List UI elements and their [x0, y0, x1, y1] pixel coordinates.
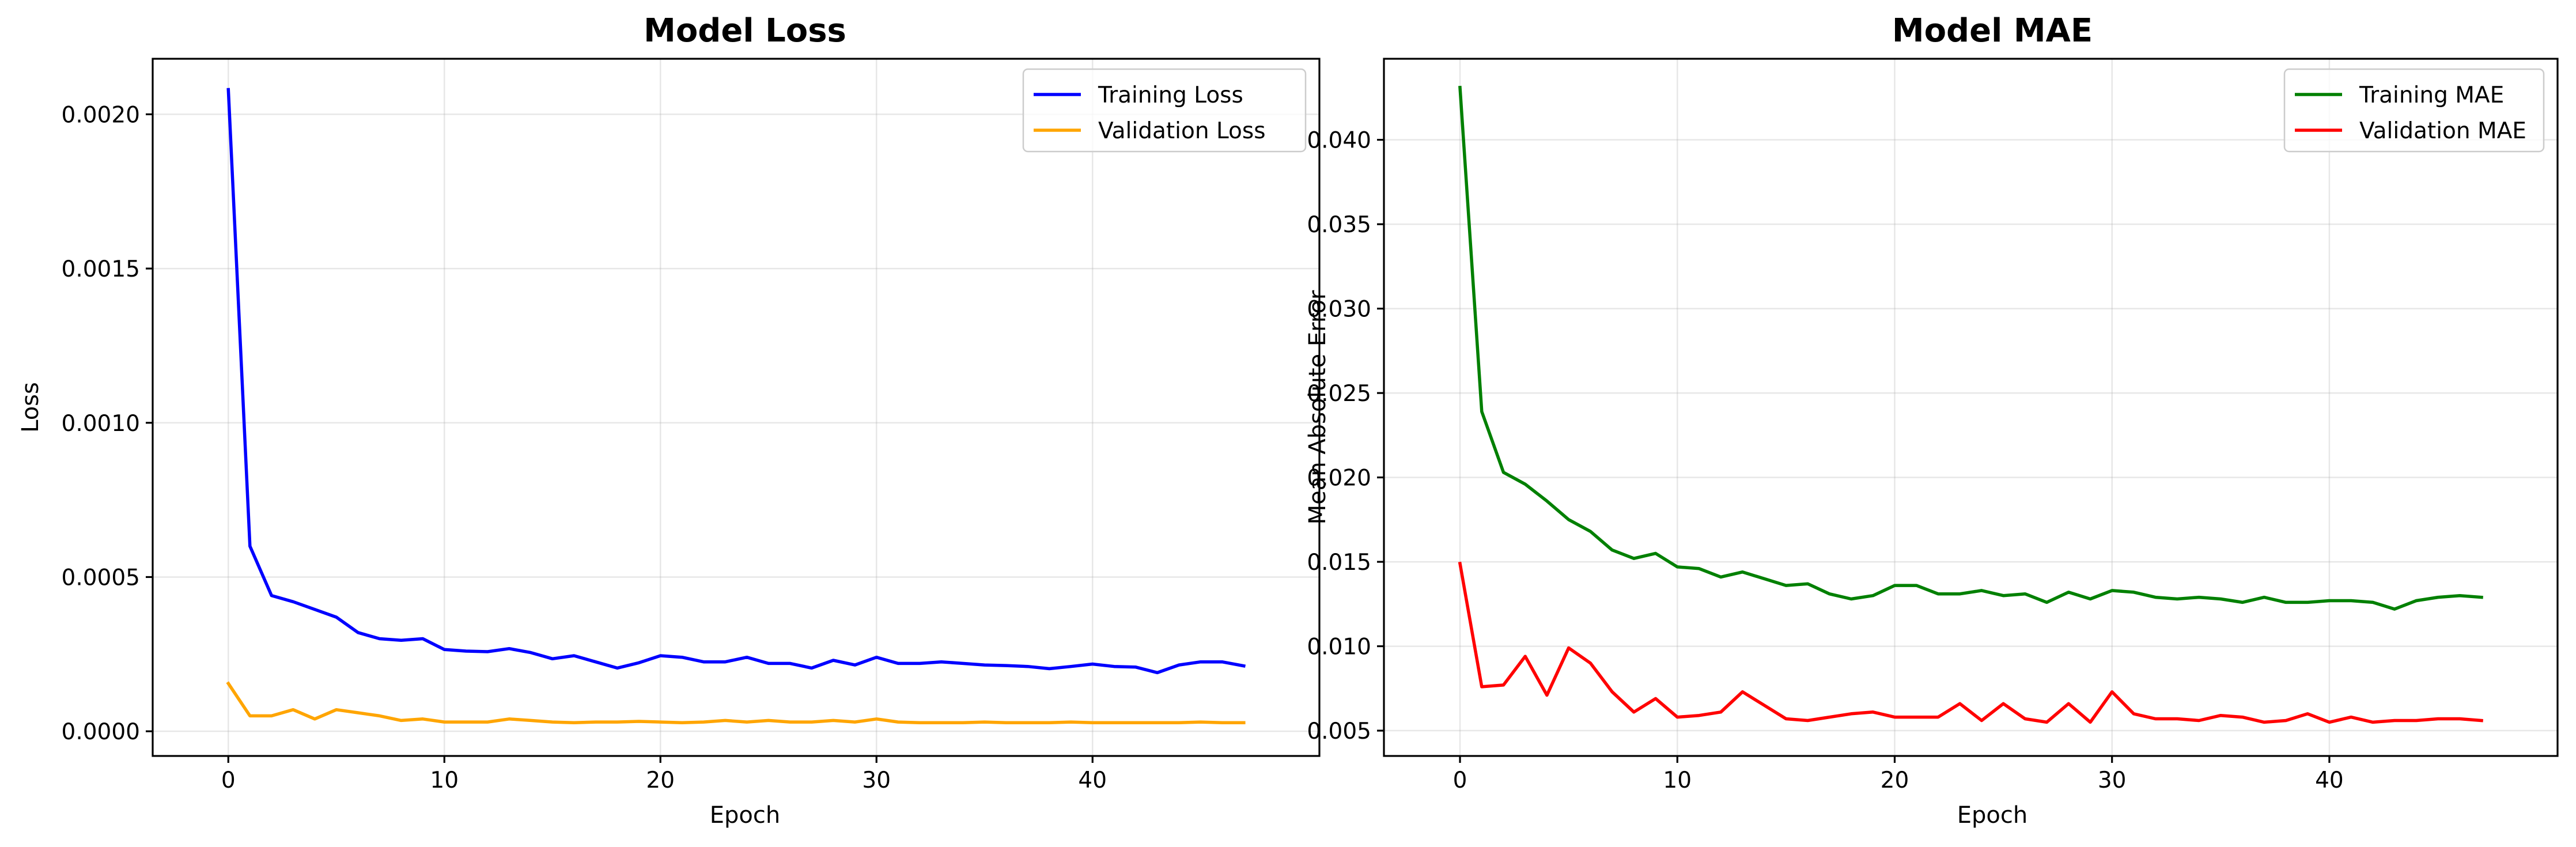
loss-ticks: 0 10 20 30 40 0.0000 0.0005 0.0010 0.0015 0.0020 — [62, 102, 1107, 793]
mae-x-tick-label: 20 — [1881, 767, 1909, 793]
loss-y-tick-label: 0.0020 — [62, 102, 140, 128]
loss-plot-lines — [226, 88, 1246, 724]
loss-x-tick-label: 0 — [221, 767, 236, 793]
loss-chart-title: Model Loss — [644, 12, 846, 50]
loss-axes-frame — [152, 58, 1321, 757]
loss-gridlines — [153, 59, 1319, 756]
mae-x-tick-label: 40 — [2315, 767, 2344, 793]
loss-x-tick-label: 10 — [430, 767, 459, 793]
loss-x-tick-label: 20 — [646, 767, 675, 793]
training-loss-line — [226, 88, 1246, 675]
mae-y-tick-label: 0.010 — [1307, 634, 1371, 660]
loss-y-axis-label: Loss — [17, 382, 44, 433]
mae-legend: Training MAE Validation MAE — [2283, 68, 2545, 153]
training-mae-line — [1458, 85, 2483, 611]
mae-legend-frame — [2283, 68, 2545, 153]
training-mae-legend-label: Training MAE — [2359, 82, 2504, 108]
mae-y-tick-label: 0.005 — [1307, 719, 1371, 744]
loss-y-tick-label: 0.0005 — [62, 565, 140, 591]
loss-legend: Training Loss Validation Loss — [1022, 68, 1307, 153]
mae-x-tick-label: 10 — [1663, 767, 1692, 793]
loss-x-tick-label: 40 — [1078, 767, 1107, 793]
validation-mae-line — [1458, 561, 2483, 724]
mae-y-tick-label: 0.020 — [1307, 466, 1371, 491]
loss-legend-frame — [1022, 68, 1307, 153]
mae-x-axis-label: Epoch — [1957, 802, 2027, 829]
mae-axes-frame — [1383, 58, 2559, 757]
mae-ticks: 0 10 20 30 40 0.005 0.010 0.015 0.020 0.025 0.030 0… — [1307, 128, 2343, 793]
mae-x-tick-label: 30 — [2098, 767, 2127, 793]
loss-y-tick-label: 0.0010 — [62, 411, 140, 437]
training-loss-legend-label: Training Loss — [1098, 82, 1243, 108]
loss-y-tick-label: 0.0015 — [62, 256, 140, 282]
mae-y-axis-label: Mean Absolute Error — [1304, 290, 1331, 524]
mae-y-tick-label: 0.040 — [1307, 128, 1371, 154]
mae-chart-title: Model MAE — [1892, 12, 2093, 50]
validation-mae-legend-label: Validation MAE — [2359, 118, 2526, 144]
loss-y-tick-label: 0.0000 — [62, 719, 140, 745]
mae-y-tick-label: 0.025 — [1307, 381, 1371, 407]
validation-loss-line — [226, 681, 1246, 724]
loss-x-axis-label: Epoch — [710, 802, 780, 829]
validation-loss-legend-label: Validation Loss — [1098, 118, 1266, 144]
loss-x-tick-label: 30 — [862, 767, 891, 793]
mae-y-tick-label: 0.015 — [1307, 550, 1371, 576]
mae-chart-panel: Model MAE 0 10 20 30 400.0050.0100.0150.0200… — [1304, 12, 2559, 829]
mae-y-tick-label: 0.035 — [1307, 212, 1371, 238]
loss-chart-panel: Model Loss 0 10 20 30 40 0.0000 0.0005 0.0010 0.… — [17, 12, 1321, 829]
mae-plot-lines — [1458, 85, 2483, 724]
mae-y-tick-label: 0.030 — [1307, 297, 1371, 323]
mae-x-tick-label: 0 — [1453, 767, 1467, 793]
